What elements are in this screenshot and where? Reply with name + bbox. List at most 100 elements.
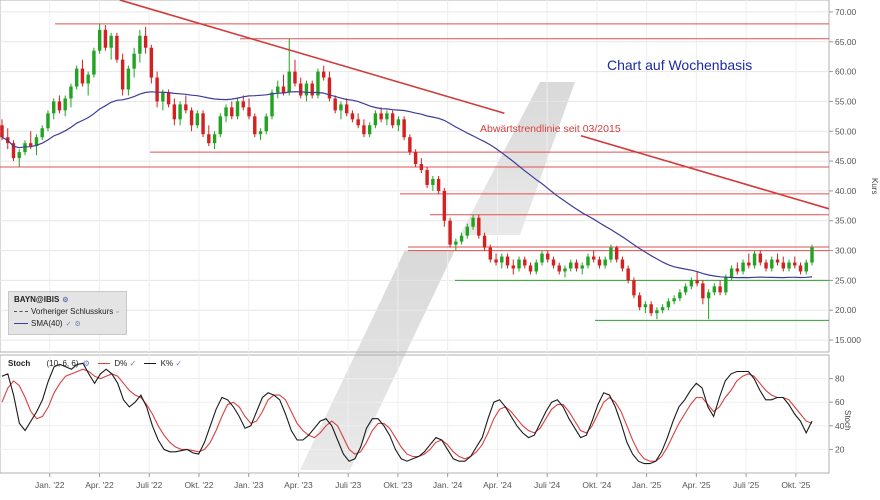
candle-body	[770, 259, 774, 269]
candle-body	[385, 113, 389, 120]
trendline-segment	[119, 0, 505, 115]
candle-body	[488, 247, 493, 260]
checkmark-icon[interactable]: ✓	[65, 321, 72, 328]
candle-body	[212, 134, 217, 144]
watermark-right-slash	[460, 82, 575, 235]
candle-body	[115, 35, 119, 60]
x-tick-label: Jan. '23	[234, 480, 264, 490]
trendline-segment	[580, 135, 830, 210]
candle-body	[178, 104, 182, 120]
legend-prev-close-label: Vorheriger Schlusskurs	[31, 307, 114, 316]
candle-body	[247, 107, 251, 117]
stoch-panel-frame	[0, 354, 830, 474]
candle-body	[454, 241, 458, 245]
candle-body	[63, 98, 67, 111]
candle-body	[436, 178, 441, 191]
candle-body	[632, 280, 636, 296]
candle-body	[253, 116, 257, 135]
price-tick-label: 45.00	[835, 156, 857, 166]
price-tick-label: 15.000	[835, 335, 861, 345]
candle-body	[787, 262, 791, 269]
candle-body	[408, 137, 412, 153]
stoch-params: (10, 6, 6)	[46, 359, 79, 369]
price-axis: 70.00 65.00 60.00 55.00 50.00 45.00 40.00 35.00…	[829, 7, 861, 345]
candle-body	[184, 104, 188, 111]
candle-body	[57, 101, 62, 111]
candle-body	[258, 131, 263, 135]
candle-body	[569, 262, 573, 269]
candle-body	[161, 92, 165, 102]
gear-icon[interactable]: ⚙	[74, 321, 81, 328]
stoch-title: Stoch	[8, 359, 31, 369]
legend-item-prev-close: Vorheriger Schlusskurs ▫	[14, 307, 119, 318]
candle-body	[304, 83, 309, 96]
candle-body	[505, 256, 510, 266]
candle-body	[40, 128, 44, 138]
candle-body	[350, 113, 355, 120]
stoch-tick-label: 20	[835, 444, 845, 454]
candle-body	[580, 265, 584, 269]
candle-body	[546, 253, 550, 260]
price-tick-label: 65.00	[835, 37, 857, 47]
candle-body	[316, 71, 320, 96]
solid-line-icon	[14, 323, 28, 325]
candle-body	[11, 143, 16, 159]
candle-body	[299, 83, 303, 96]
candle-body	[614, 247, 619, 260]
stoch-lines	[1, 362, 813, 465]
candle-body	[752, 253, 757, 266]
candle-body	[333, 98, 337, 111]
candle-body	[356, 119, 360, 126]
candle-body	[712, 286, 717, 293]
candle-body	[390, 113, 395, 126]
candle-body	[775, 259, 780, 263]
legend-instrument-label: BAYN@IBIS	[14, 295, 60, 304]
candle-body	[51, 101, 56, 114]
candle-body	[523, 259, 527, 266]
price-tick-label: 30.00	[835, 246, 857, 256]
candle-body	[23, 143, 27, 153]
watermark-left-slash	[300, 250, 455, 470]
candle-body	[29, 143, 33, 147]
gear-icon[interactable]: ⚙	[62, 297, 69, 304]
stoch-tick-label: 80	[835, 374, 845, 384]
candle-body	[689, 280, 694, 287]
candle-body	[540, 253, 544, 263]
candle-body	[310, 83, 314, 96]
candle-body	[230, 107, 234, 117]
gear-icon[interactable]: ⚙	[82, 359, 90, 369]
dashed-line-icon	[14, 311, 28, 313]
candle-body	[672, 298, 676, 302]
price-tick-label: 55.00	[835, 96, 857, 106]
candle-body	[551, 259, 556, 266]
checkmark-icon[interactable]: ✓	[175, 359, 183, 369]
x-tick-label: Okt. '22	[184, 480, 213, 490]
candle-body	[344, 104, 349, 114]
candle-body	[431, 178, 435, 185]
stoch-tick-label: 60	[835, 397, 845, 407]
checkbox-icon[interactable]: ▫	[116, 309, 119, 316]
candle-body	[597, 259, 602, 266]
candle-body	[17, 152, 21, 159]
candle-body	[643, 304, 648, 308]
candle-body	[718, 286, 722, 293]
candle-body	[747, 262, 751, 266]
candle-body	[241, 101, 245, 108]
candle-body	[92, 50, 96, 75]
price-tick-label: 20.00	[835, 305, 857, 315]
candle-body	[798, 265, 803, 272]
stoch-grid	[0, 355, 829, 473]
candle-body	[620, 259, 625, 269]
checkmark-icon[interactable]: ✓	[129, 359, 137, 369]
legend-instrument: BAYN@IBIS ⚙	[14, 295, 69, 306]
candle-body	[166, 92, 171, 105]
x-tick-label: Okt. '24	[582, 480, 611, 490]
candle-body	[321, 71, 326, 78]
candle-body	[695, 280, 699, 284]
x-tick-label: Jan. '25	[632, 480, 662, 490]
candle-body	[224, 107, 228, 117]
candle-body	[574, 262, 579, 269]
candle-body	[132, 53, 136, 69]
candle-body	[459, 235, 464, 242]
